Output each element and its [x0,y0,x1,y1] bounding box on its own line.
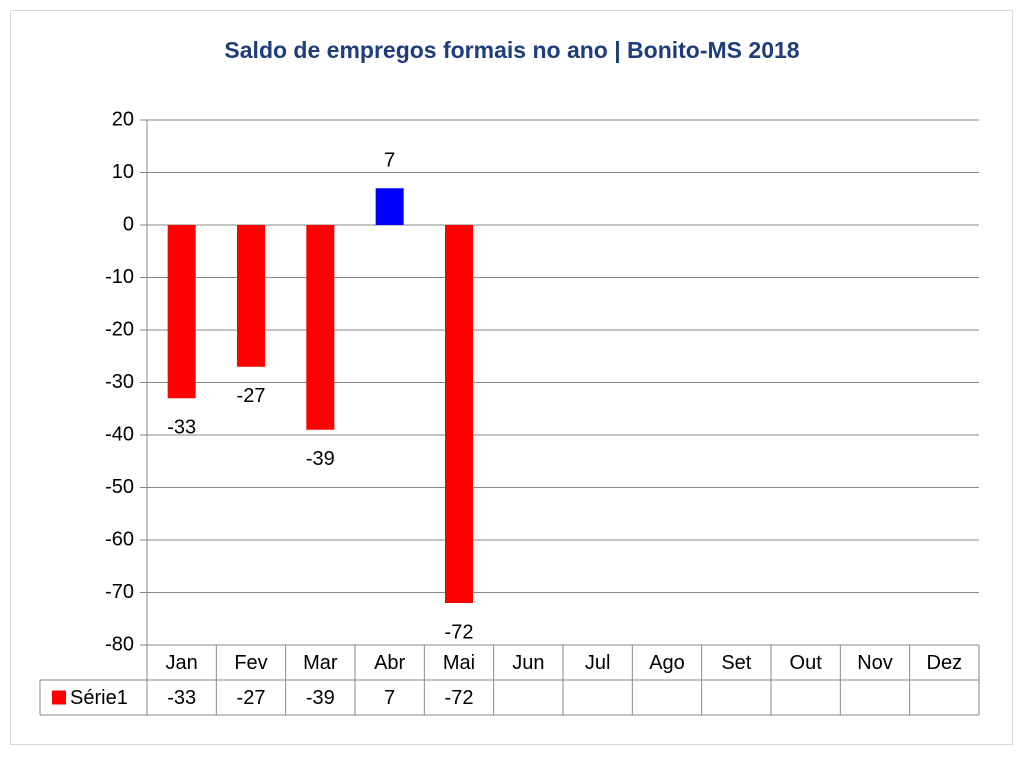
y-tick-label: 0 [123,213,134,235]
y-tick-label: -40 [105,423,134,445]
y-tick-label: -50 [105,476,134,498]
bar [167,225,196,399]
table-value: 7 [384,687,395,709]
y-tick-label: -70 [105,581,134,603]
bar [306,225,335,430]
x-tick-label: Nov [857,652,893,674]
x-tick-label: Jul [585,652,611,674]
y-tick-label: -10 [105,266,134,288]
x-tick-label: Mai [443,652,475,674]
x-tick-label: Jun [512,652,544,674]
data-label: 7 [384,150,395,172]
data-label: -72 [445,621,474,643]
data-label: -27 [237,385,266,407]
data-label: -39 [306,448,335,470]
x-tick-label: Fev [234,652,267,674]
y-tick-label: -80 [105,633,134,655]
bar [375,188,404,225]
table-value: -33 [167,687,196,709]
table-value: -27 [237,687,266,709]
y-tick-label: 10 [112,161,134,183]
legend-swatch [52,690,66,705]
legend-label: Série1 [70,687,128,709]
x-tick-label: Dez [927,652,963,674]
x-tick-label: Abr [374,652,405,674]
bar [445,225,473,603]
x-tick-label: Mar [303,652,338,674]
bar [237,225,265,367]
chart-title: Saldo de empregos formais no ano | Bonit… [224,37,799,63]
table-value: -39 [306,687,335,709]
x-tick-label: Set [721,652,751,674]
y-tick-label: -20 [105,318,134,340]
y-tick-label: -60 [105,528,134,550]
table-value: -72 [445,687,474,709]
x-tick-label: Jan [166,652,198,674]
y-tick-label: 20 [112,108,134,130]
data-label: -33 [167,417,196,439]
x-tick-label: Out [790,652,823,674]
chart-border [10,10,1013,745]
y-tick-label: -30 [105,371,134,393]
x-tick-label: Ago [649,652,685,674]
